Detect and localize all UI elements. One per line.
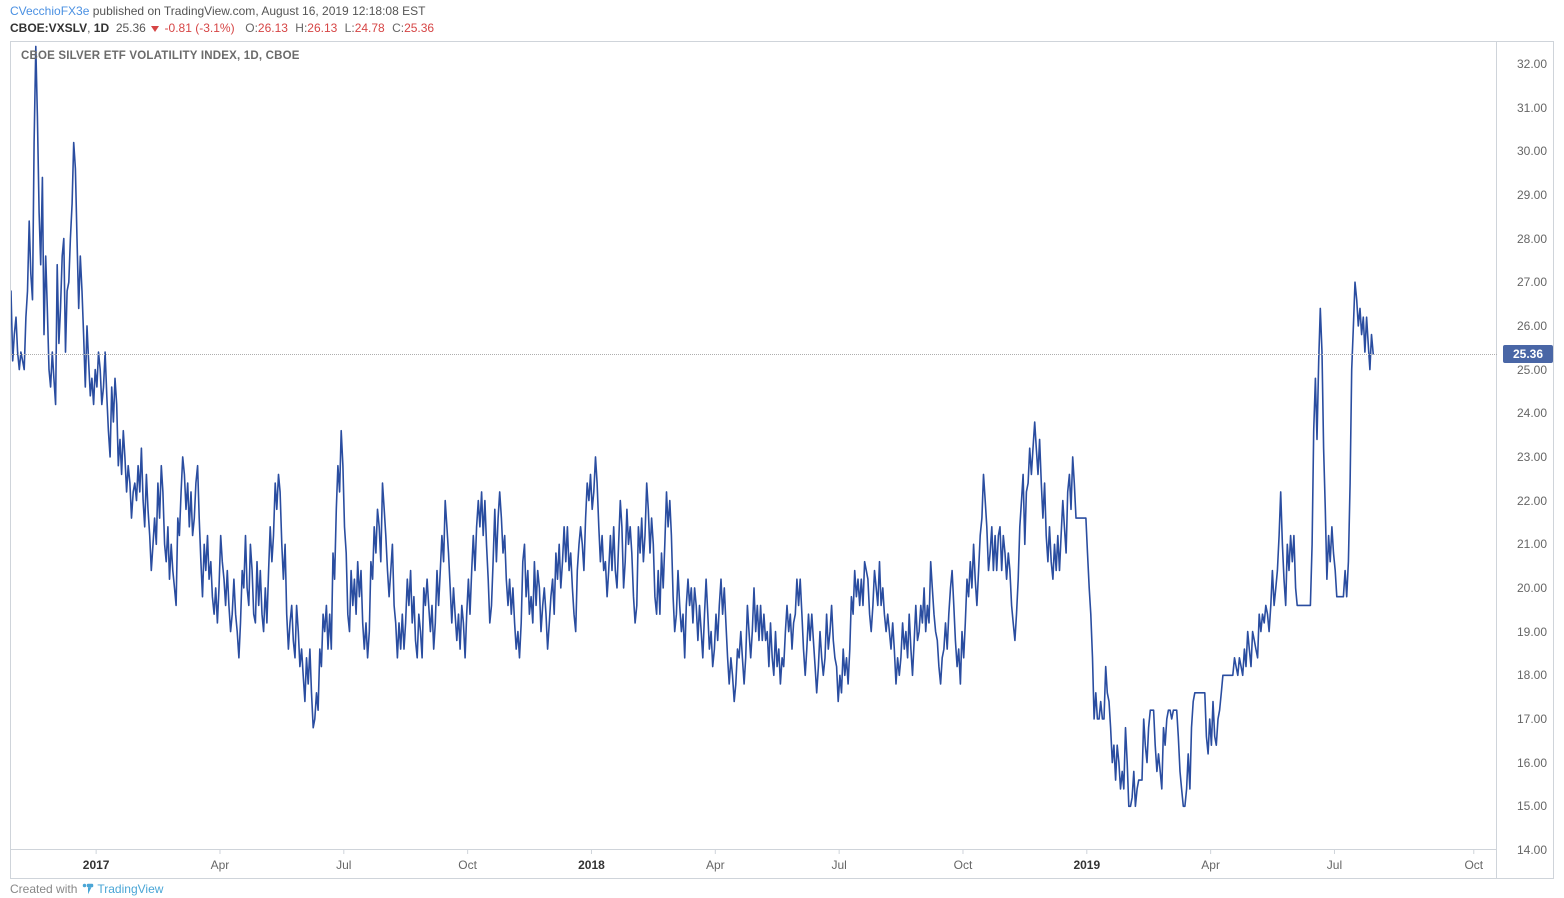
- published-timestamp: August 16, 2019 12:18:08 EST: [261, 4, 425, 18]
- change-abs: -0.81: [165, 21, 192, 35]
- open-label: O:: [245, 21, 258, 35]
- y-tick-label: 23.00: [1501, 450, 1547, 464]
- y-tick-label: 14.00: [1501, 843, 1547, 857]
- x-tick-label: 2019: [1073, 858, 1100, 872]
- x-tick-label: Oct: [954, 858, 973, 872]
- author-link[interactable]: CVecchioFX3e: [10, 4, 89, 18]
- published-site: TradingView.com: [164, 4, 255, 18]
- ohlc-bar: CBOE:VXSLV, 1D 25.36 -0.81 (-3.1%) O:26.…: [0, 20, 1564, 39]
- publish-header: CVecchioFX3e published on TradingView.co…: [0, 0, 1564, 20]
- y-tick-label: 26.00: [1501, 319, 1547, 333]
- direction-down-icon: [151, 26, 159, 32]
- y-tick-label: 17.00: [1501, 712, 1547, 726]
- low-label: L:: [345, 21, 355, 35]
- footer-prefix: Created with: [10, 882, 77, 896]
- y-tick-label: 19.00: [1501, 625, 1547, 639]
- x-tick-label: Apr: [211, 858, 230, 872]
- y-tick-label: 24.00: [1501, 406, 1547, 420]
- x-tick-label: Jul: [831, 858, 846, 872]
- y-tick-label: 28.00: [1501, 232, 1547, 246]
- y-tick-label: 22.00: [1501, 494, 1547, 508]
- y-tick-label: 31.00: [1501, 101, 1547, 115]
- y-tick-label: 30.00: [1501, 144, 1547, 158]
- high-label: H:: [295, 21, 307, 35]
- y-tick-label: 25.00: [1501, 363, 1547, 377]
- change-pct: (-3.1%): [195, 21, 234, 35]
- y-tick-label: 27.00: [1501, 275, 1547, 289]
- y-tick-label: 29.00: [1501, 188, 1547, 202]
- x-tick-label: Apr: [1201, 858, 1220, 872]
- close-label: C:: [392, 21, 404, 35]
- x-tick-label: Oct: [458, 858, 477, 872]
- y-tick-label: 21.00: [1501, 537, 1547, 551]
- y-tick-label: 15.00: [1501, 799, 1547, 813]
- tradingview-logo[interactable]: TradingView: [81, 882, 163, 896]
- symbol-label: CBOE:VXSLV: [10, 21, 87, 35]
- x-tick-label: 2018: [578, 858, 605, 872]
- y-tick-label: 16.00: [1501, 756, 1547, 770]
- y-tick-label: 18.00: [1501, 668, 1547, 682]
- footer-brand: TradingView: [97, 882, 163, 896]
- published-prefix: published on: [93, 4, 161, 18]
- y-tick-label: 32.00: [1501, 57, 1547, 71]
- footer-credit: Created with TradingView: [10, 880, 163, 898]
- high-value: 26.13: [307, 21, 337, 35]
- x-tick-label: Jul: [336, 858, 351, 872]
- last-price-line: [11, 354, 1497, 355]
- chart-container[interactable]: CBOE SILVER ETF VOLATILITY INDEX, 1D, CB…: [10, 41, 1554, 879]
- last-price-tag: 25.36: [1503, 345, 1553, 363]
- price-line-chart: [11, 42, 1553, 878]
- low-value: 24.78: [355, 21, 385, 35]
- x-tick-label: 2017: [83, 858, 110, 872]
- y-tick-label: 20.00: [1501, 581, 1547, 595]
- interval-label: 1D: [94, 21, 109, 35]
- open-value: 26.13: [258, 21, 288, 35]
- close-value: 25.36: [404, 21, 434, 35]
- x-tick-label: Jul: [1327, 858, 1342, 872]
- x-tick-label: Apr: [706, 858, 725, 872]
- x-tick-label: Oct: [1464, 858, 1483, 872]
- tradingview-icon: [81, 882, 95, 896]
- chart-title: CBOE SILVER ETF VOLATILITY INDEX, 1D, CB…: [21, 50, 300, 62]
- last-price: 25.36: [116, 21, 146, 35]
